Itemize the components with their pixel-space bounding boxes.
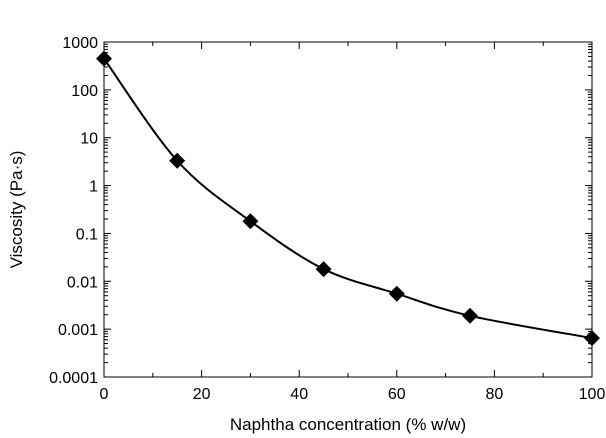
data-point-marker <box>169 152 186 169</box>
y-tick-label: 0.0001 <box>49 370 98 387</box>
x-tick-label: 60 <box>388 386 406 403</box>
x-tick-label: 80 <box>486 386 504 403</box>
x-tick-label: 40 <box>290 386 308 403</box>
markers-layer <box>96 50 600 347</box>
plot-frame <box>103 41 593 378</box>
y-tick-label: 100 <box>71 83 98 100</box>
data-point-marker <box>388 285 405 302</box>
y-tick-label: 1000 <box>62 35 98 52</box>
ticks-layer: 0 20 40 60 80 100 0.0001 0.001 0.01 0.1 1 10 100 1000 <box>49 35 605 403</box>
y-axis-label: Viscosity (Pa·s) <box>7 151 26 269</box>
y-tick-label: 1 <box>89 179 98 196</box>
x-tick-label: 20 <box>193 386 211 403</box>
data-point-marker <box>242 213 259 230</box>
x-tick-label: 0 <box>100 386 109 403</box>
data-point-marker <box>462 307 478 324</box>
data-point-marker <box>315 261 332 278</box>
y-tick-label: 0.1 <box>76 226 98 243</box>
x-tick-label: 100 <box>579 386 606 403</box>
series-line <box>103 58 593 340</box>
y-tick-label: 0.01 <box>67 274 98 291</box>
y-tick-label: 0.001 <box>58 322 98 339</box>
x-axis-label: Naphtha concentration (% w/w) <box>230 415 466 434</box>
y-tick-label: 10 <box>80 131 98 148</box>
